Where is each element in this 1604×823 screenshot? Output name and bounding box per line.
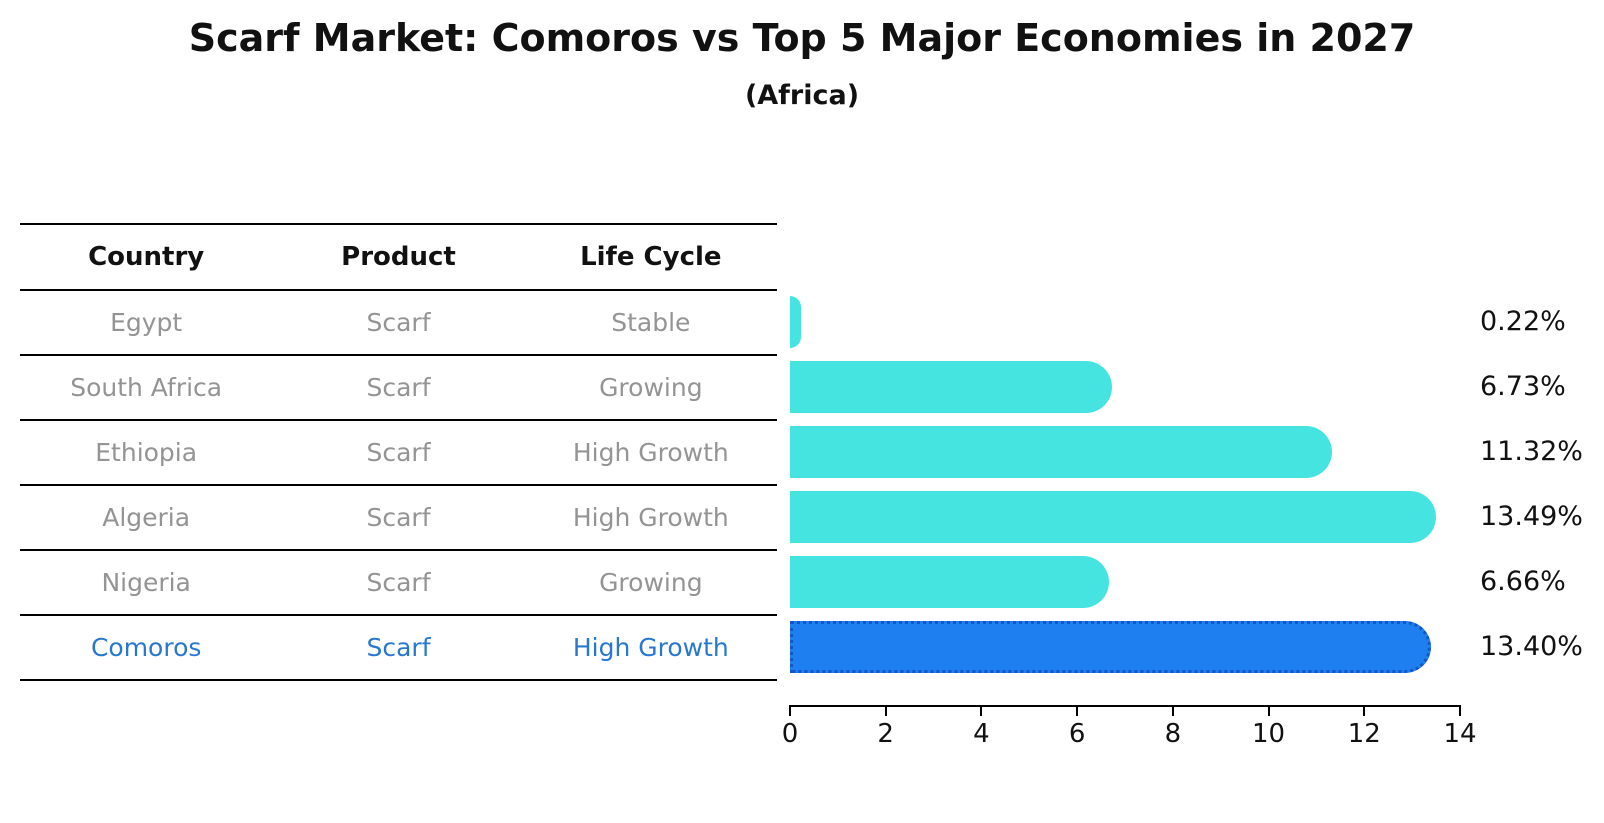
chart-subtitle: (Africa) xyxy=(744,80,860,111)
table-row: Comoros Scarf High Growth xyxy=(20,614,777,679)
column-header-lifecycle: Life Cycle xyxy=(580,242,722,272)
x-axis-tick-label: 0 xyxy=(781,719,799,749)
bar-algeria xyxy=(790,490,1436,543)
column-header-country: Country xyxy=(88,242,205,272)
chart-title: Scarf Market: Comoros vs Top 5 Major Eco… xyxy=(188,16,1416,60)
x-axis-tick xyxy=(884,707,887,716)
x-axis-tick-label: 6 xyxy=(1068,719,1086,749)
table-row: South Africa Scarf Growing xyxy=(20,354,777,419)
bar-nigeria xyxy=(790,555,1109,608)
value-label: 11.32% xyxy=(1480,435,1583,467)
column-header-product: Product xyxy=(341,242,456,272)
bar-ethiopia xyxy=(790,425,1332,478)
x-axis-tick xyxy=(1076,707,1079,716)
cell-product: Scarf xyxy=(366,308,431,337)
cell-product: Scarf xyxy=(366,438,431,467)
value-label: 6.66% xyxy=(1480,565,1566,597)
x-axis-tick xyxy=(789,707,791,716)
cell-country: Nigeria xyxy=(101,568,191,597)
value-label: 13.40% xyxy=(1480,630,1583,662)
cell-country: Ethiopia xyxy=(95,438,198,467)
table-header-row: Country Product Life Cycle xyxy=(20,223,777,289)
bar-egypt xyxy=(790,295,801,348)
value-label: 13.49% xyxy=(1480,500,1583,532)
x-axis-tick-label: 10 xyxy=(1252,719,1286,749)
value-label: 6.73% xyxy=(1480,370,1566,402)
x-axis-line xyxy=(789,705,1461,707)
cell-country: Comoros xyxy=(90,633,202,662)
x-axis-tick-label: 8 xyxy=(1164,719,1182,749)
data-table: Country Product Life Cycle Egypt Scarf Sta… xyxy=(20,223,777,681)
x-axis-tick-label: 2 xyxy=(877,719,894,749)
bar-comoros xyxy=(790,620,1432,673)
cell-country: Algeria xyxy=(102,503,191,532)
cell-product: Scarf xyxy=(366,373,431,402)
x-axis-tick xyxy=(1267,707,1270,716)
bar-south-africa xyxy=(790,360,1113,413)
x-axis-tick xyxy=(980,707,983,716)
cell-lifecycle: High Growth xyxy=(572,503,729,532)
cell-country: South Africa xyxy=(70,373,223,402)
x-axis-tick xyxy=(1363,707,1366,716)
x-axis-tick xyxy=(1459,707,1461,716)
cell-lifecycle: High Growth xyxy=(572,438,729,467)
x-axis-tick xyxy=(1171,707,1174,716)
table-row: Egypt Scarf Stable xyxy=(20,289,777,354)
cell-product: Scarf xyxy=(366,503,431,532)
table-row: Algeria Scarf High Growth xyxy=(20,484,777,549)
x-axis-tick-label: 4 xyxy=(973,719,990,749)
table-row: Ethiopia Scarf High Growth xyxy=(20,419,777,484)
x-axis-tick-label: 12 xyxy=(1347,719,1381,749)
cell-product: Scarf xyxy=(366,568,431,597)
x-axis-tick-label: 14 xyxy=(1443,719,1477,749)
cell-lifecycle: Growing xyxy=(599,373,703,402)
cell-lifecycle: Growing xyxy=(599,568,703,597)
cell-product: Scarf xyxy=(366,633,431,662)
cell-lifecycle: High Growth xyxy=(572,633,729,662)
table-body: Egypt Scarf Stable South Africa Scarf Growing… xyxy=(20,289,777,679)
cell-lifecycle: Stable xyxy=(611,308,691,337)
cell-country: Egypt xyxy=(110,308,183,337)
value-label: 0.22% xyxy=(1480,305,1566,337)
table-row: Nigeria Scarf Growing xyxy=(20,549,777,614)
